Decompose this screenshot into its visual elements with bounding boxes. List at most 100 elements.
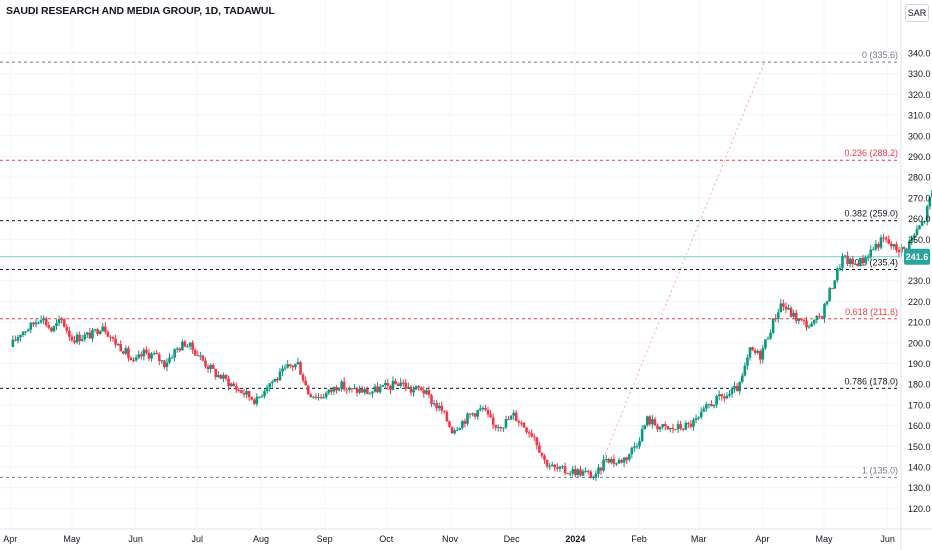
candle-body[interactable] — [204, 360, 207, 367]
candle-body[interactable] — [658, 426, 662, 430]
candle-body[interactable] — [792, 312, 795, 317]
candle-body[interactable] — [75, 334, 79, 343]
candle-body[interactable] — [401, 382, 405, 384]
candle-body[interactable] — [201, 355, 205, 361]
candle-body[interactable] — [55, 323, 58, 326]
candle-body[interactable] — [37, 322, 40, 324]
candle-body[interactable] — [450, 426, 454, 434]
candle-body[interactable] — [193, 349, 197, 356]
candle-body[interactable] — [507, 419, 510, 421]
candle-body[interactable] — [211, 364, 215, 369]
candle-body[interactable] — [784, 306, 788, 310]
candle-body[interactable] — [576, 469, 580, 476]
candle-body[interactable] — [496, 427, 500, 429]
candle-body[interactable] — [98, 331, 102, 334]
candle-body[interactable] — [134, 357, 138, 361]
candle-body[interactable] — [342, 381, 346, 390]
candle-body[interactable] — [263, 391, 266, 397]
candle-body[interactable] — [499, 427, 503, 429]
candle-body[interactable] — [797, 318, 801, 321]
candle-body[interactable] — [360, 389, 364, 393]
candle-body[interactable] — [186, 346, 189, 348]
candle-body[interactable] — [743, 365, 747, 376]
candle-body[interactable] — [391, 380, 395, 390]
candle-body[interactable] — [47, 325, 51, 328]
candle-body[interactable] — [132, 360, 135, 362]
candle-body[interactable] — [188, 342, 192, 347]
candle-body[interactable] — [273, 378, 277, 382]
candle-body[interactable] — [571, 469, 575, 474]
candle-body[interactable] — [247, 391, 251, 398]
candle-body[interactable] — [150, 353, 153, 359]
candle-body[interactable] — [812, 319, 816, 324]
candle-body[interactable] — [16, 337, 20, 341]
candle-body[interactable] — [761, 348, 765, 360]
candle-body[interactable] — [615, 463, 618, 465]
candle-body[interactable] — [32, 322, 35, 325]
candle-body[interactable] — [746, 357, 749, 366]
candle-body[interactable] — [681, 428, 685, 430]
candle-body[interactable] — [882, 237, 885, 239]
candle-body[interactable] — [350, 388, 354, 390]
candle-body[interactable] — [730, 388, 734, 395]
candle-body[interactable] — [910, 237, 914, 242]
candle-body[interactable] — [155, 353, 158, 355]
candle-body[interactable] — [181, 341, 184, 351]
candle-body[interactable] — [65, 326, 69, 331]
candle-body[interactable] — [514, 412, 518, 422]
candle-body[interactable] — [358, 389, 361, 393]
candle-body[interactable] — [371, 391, 374, 394]
candle-body[interactable] — [599, 467, 603, 471]
candle-body[interactable] — [283, 367, 287, 369]
candle-body[interactable] — [463, 421, 467, 424]
candle-body[interactable] — [265, 387, 269, 392]
candle-body[interactable] — [836, 268, 839, 281]
candle-body[interactable] — [250, 397, 254, 400]
candle-body[interactable] — [468, 413, 472, 415]
candle-body[interactable] — [527, 432, 531, 434]
candle-body[interactable] — [479, 408, 482, 411]
candle-body[interactable] — [661, 424, 664, 427]
candle-body[interactable] — [517, 421, 521, 423]
candle-body[interactable] — [91, 330, 94, 339]
candle-body[interactable] — [915, 229, 919, 236]
candle-body[interactable] — [871, 249, 875, 251]
candle-body[interactable] — [484, 408, 487, 410]
candle-body[interactable] — [378, 386, 382, 393]
candle-body[interactable] — [39, 320, 43, 323]
candle-body[interactable] — [44, 318, 48, 326]
candle-body[interactable] — [368, 393, 372, 395]
candle-body[interactable] — [270, 381, 274, 384]
candle-body[interactable] — [895, 244, 898, 250]
candle-body[interactable] — [581, 471, 585, 476]
candle-body[interactable] — [448, 421, 451, 427]
candle-body[interactable] — [617, 460, 621, 464]
candle-body[interactable] — [918, 225, 921, 230]
candle-body[interactable] — [735, 385, 739, 392]
candle-body[interactable] — [425, 390, 428, 394]
candle-body[interactable] — [260, 396, 264, 398]
candle-body[interactable] — [889, 243, 893, 247]
candle-body[interactable] — [183, 341, 187, 347]
candle-body[interactable] — [846, 255, 849, 265]
candle-body[interactable] — [229, 383, 233, 387]
candle-body[interactable] — [823, 303, 826, 319]
candle-body[interactable] — [245, 391, 248, 395]
candle-body[interactable] — [430, 395, 433, 404]
candle-body[interactable] — [286, 364, 289, 368]
candle-body[interactable] — [437, 405, 441, 409]
candle-body[interactable] — [206, 366, 210, 370]
candle-body[interactable] — [568, 473, 572, 475]
candle-body[interactable] — [851, 258, 855, 265]
candle-body[interactable] — [78, 334, 81, 342]
candle-body[interactable] — [666, 426, 670, 430]
candle-body[interactable] — [93, 329, 97, 331]
candle-body[interactable] — [445, 411, 449, 422]
candle-body[interactable] — [471, 413, 474, 415]
candle-body[interactable] — [435, 403, 438, 409]
candle-body[interactable] — [566, 473, 569, 475]
candle-body[interactable] — [558, 466, 562, 469]
candle-body[interactable] — [512, 412, 515, 416]
candle-body[interactable] — [24, 331, 27, 333]
candle-body[interactable] — [494, 424, 498, 428]
